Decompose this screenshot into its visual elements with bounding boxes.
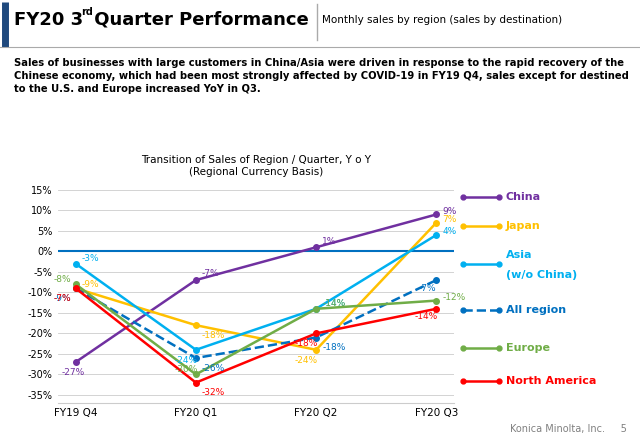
Text: -18%: -18%	[202, 331, 225, 340]
Text: Konica Minolta, Inc.     5: Konica Minolta, Inc. 5	[510, 424, 627, 434]
Text: -12%: -12%	[442, 293, 466, 302]
Text: rd: rd	[81, 8, 93, 17]
Text: -24%: -24%	[174, 356, 197, 365]
Text: -3%: -3%	[82, 254, 99, 263]
Text: 9%: 9%	[442, 207, 457, 216]
Text: 4%: 4%	[442, 227, 456, 236]
Text: -8%: -8%	[54, 275, 72, 284]
Title: Transition of Sales of Region / Quarter, Y o Y
(Regional Currency Basis): Transition of Sales of Region / Quarter,…	[141, 155, 371, 177]
Text: -7%: -7%	[419, 284, 436, 293]
Text: Monthly sales by region (sales by destination): Monthly sales by region (sales by destin…	[322, 15, 562, 25]
Text: -24%: -24%	[294, 356, 317, 365]
Text: -18%: -18%	[322, 343, 346, 352]
Text: -14%: -14%	[322, 299, 346, 308]
Text: -7%: -7%	[202, 269, 220, 278]
Text: -27%: -27%	[61, 368, 84, 377]
Text: China: China	[506, 192, 541, 202]
Text: Quarter Performance: Quarter Performance	[88, 11, 309, 29]
Text: -30%: -30%	[174, 365, 198, 374]
Text: -32%: -32%	[202, 389, 225, 397]
Text: Chinese economy, which had been most strongly affected by COVID-19 in FY19 Q4, s: Chinese economy, which had been most str…	[14, 71, 629, 81]
Text: (w/o China): (w/o China)	[506, 270, 577, 280]
Text: -14%: -14%	[415, 312, 438, 322]
Text: -9%: -9%	[82, 280, 99, 289]
Text: -26%: -26%	[202, 364, 225, 373]
Text: Europe: Europe	[506, 343, 550, 353]
Text: Asia: Asia	[506, 250, 532, 260]
Text: 1%: 1%	[322, 237, 337, 245]
Text: Japan: Japan	[506, 221, 540, 231]
Text: 7%: 7%	[442, 215, 457, 224]
Text: -7%: -7%	[54, 294, 72, 303]
Text: North America: North America	[506, 376, 596, 386]
Text: to the U.S. and Europe increased YoY in Q3.: to the U.S. and Europe increased YoY in …	[14, 84, 261, 94]
Text: -14%: -14%	[322, 299, 346, 308]
Text: -18%: -18%	[294, 339, 318, 348]
Text: All region: All region	[506, 305, 566, 315]
Text: -9%: -9%	[54, 294, 72, 303]
Text: FY20 3: FY20 3	[14, 11, 83, 29]
Text: Sales of businesses with large customers in China/Asia were driven in response t: Sales of businesses with large customers…	[14, 58, 624, 68]
